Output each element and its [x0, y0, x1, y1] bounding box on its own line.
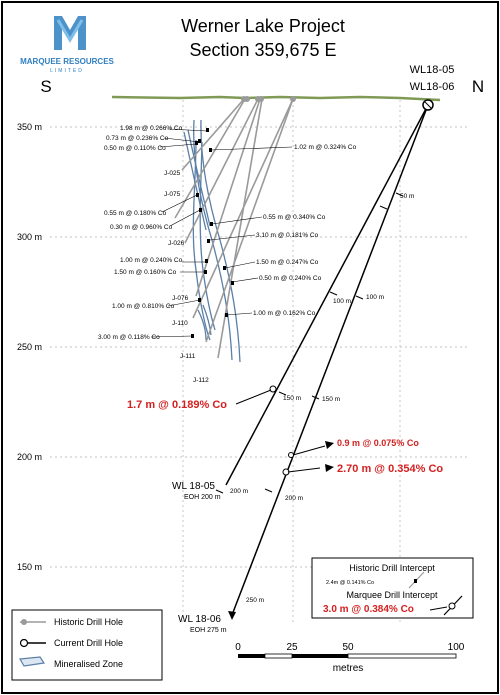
drill-trace-wl1805: [225, 104, 429, 486]
historic-collars: [241, 96, 296, 102]
scale-tick: 25: [286, 642, 298, 653]
wl1806-eoh: EOH 275 m: [190, 627, 227, 634]
elevation-label: 300 m: [17, 232, 42, 242]
historic-intercept: 0.73 m @ 0.236% Co: [106, 135, 169, 142]
historic-intercept: 1.98 m @ 0.266% Co: [120, 125, 183, 132]
current-intercept-leaders: [235, 389, 326, 473]
historic-intercept: 0.30 m @ 0.960% Co: [110, 224, 173, 231]
collar-label-wl1806: WL18-06: [410, 81, 455, 93]
current-drill-holes: [225, 104, 429, 616]
wl1805-eoh: EOH 200 m: [184, 494, 221, 501]
scale-bar: 0 25 50 100 metres: [235, 642, 465, 674]
hole-label: J-026: [168, 240, 185, 247]
page-title: Werner Lake Project: [181, 16, 345, 36]
hole-label: J-075: [164, 191, 181, 198]
current-intercept-1: 1.7 m @ 0.189% Co: [127, 399, 227, 411]
wl1805-end-label: WL 18-05: [172, 481, 215, 492]
historic-intercept: 1.02 m @ 0.324% Co: [294, 144, 357, 151]
wl1806-end-label: WL 18-06: [178, 614, 221, 625]
hole-label: J-076: [172, 295, 189, 302]
elevation-labels: 350 m 300 m 250 m 200 m 150 m: [17, 122, 42, 572]
collar-label-wl1805: WL18-05: [410, 64, 455, 76]
south-label: S: [40, 77, 51, 96]
depth-label: 50 m: [400, 193, 414, 200]
scale-tick: 100: [448, 642, 465, 653]
historic-intercept: 1.00 m @ 0.162% Co: [253, 310, 316, 317]
mineralised-zone: [183, 119, 241, 363]
historic-intercept: 0.55 m @ 0.180% Co: [104, 210, 167, 217]
depth-tick-marks: [215, 192, 404, 494]
historic-intercept: 1.50 m @ 0.247% Co: [256, 259, 319, 266]
marquee-intercept-example: 3.0 m @ 0.384% Co: [323, 604, 414, 615]
logo-name: MARQUEE RESOURCES: [20, 57, 114, 66]
hole-end-arrow: [228, 611, 236, 620]
depth-label: 100 m: [366, 294, 384, 301]
elevation-label: 200 m: [17, 452, 42, 462]
depth-label: 150 m: [283, 395, 301, 402]
ground-surface: [111, 95, 441, 102]
scale-tick: 0: [235, 642, 241, 653]
scale-tick: 50: [342, 642, 354, 653]
depth-tick-labels: 50 m 100 m 100 m 150 m 150 m 200 m 200 m…: [230, 193, 414, 604]
hole-label: J-111: [180, 353, 196, 360]
marquee-intercept-title: Marquee Drill Intercept: [346, 590, 438, 600]
legend-zone: Mineralised Zone: [54, 659, 123, 669]
historic-intercept: 3.00 m @ 0.118% Co: [98, 334, 160, 341]
historic-intercept-ticks: [191, 128, 234, 338]
drill-trace-wl1806: [231, 104, 429, 616]
hole-label: J-112: [193, 377, 209, 384]
legend-historic: Historic Drill Hole: [54, 617, 123, 627]
depth-label: 200 m: [285, 495, 303, 502]
scale-unit: metres: [333, 663, 364, 674]
historic-intercept: 0.55 m @ 0.340% Co: [263, 214, 326, 221]
legend: Historic Drill Hole Current Drill Hole M…: [11, 609, 163, 681]
historic-intercept: 0.50 m @ 0.240% Co: [259, 275, 322, 282]
historic-intercept: 0.50 m @ 0.110% Co: [104, 145, 166, 152]
elevation-label: 150 m: [17, 562, 42, 572]
current-intercept-2: 0.9 m @ 0.075% Co: [337, 438, 419, 448]
historic-intercept: 1.00 m @ 0.810% Co: [112, 303, 175, 310]
depth-label: 150 m: [322, 396, 340, 403]
depth-label: 200 m: [230, 488, 248, 495]
elevation-label: 350 m: [17, 122, 42, 132]
page-subtitle: Section 359,675 E: [189, 40, 336, 60]
elevation-label: 250 m: [17, 342, 42, 352]
historic-intercept-example: 2.4m @ 0.141% Co: [326, 580, 374, 586]
north-label: N: [472, 77, 484, 96]
legend-current: Current Drill Hole: [54, 638, 123, 648]
current-intercept-3: 2.70 m @ 0.354% Co: [337, 463, 443, 475]
historic-intercept: 1.50 m @ 0.160% Co: [114, 269, 177, 276]
logo-subtitle: LIMITED: [50, 68, 84, 74]
company-logo: MARQUEE RESOURCES LIMITED: [20, 16, 115, 74]
historic-intercept-labels: 1.98 m @ 0.266% Co 0.73 m @ 0.236% Co 0.…: [98, 125, 357, 341]
historic-hole-labels: J-025 J-075 J-026 J-076 J-110 J-111 J-11…: [164, 170, 209, 384]
historic-intercept: 1.00 m @ 0.240% Co: [120, 257, 183, 264]
historic-intercept-title: Historic Drill Intercept: [349, 563, 435, 573]
depth-label: 100 m: [333, 298, 351, 305]
hole-label: J-025: [164, 170, 181, 177]
historic-intercept-leaders: [150, 128, 293, 338]
intercept-key-box: Historic Drill Intercept 2.4m @ 0.141% C…: [311, 557, 474, 619]
hole-label: J-110: [172, 320, 188, 327]
depth-label: 250 m: [246, 597, 264, 604]
historic-intercept: 3.10 m @ 0.181% Co: [256, 232, 319, 239]
